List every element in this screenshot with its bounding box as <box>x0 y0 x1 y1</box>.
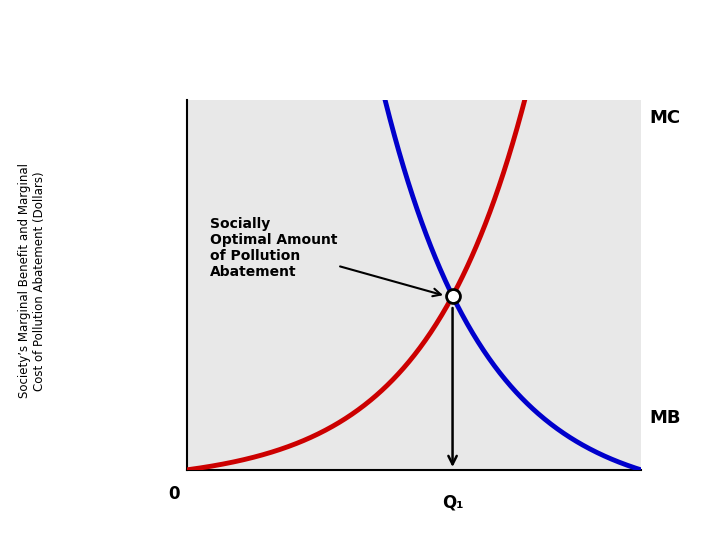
Text: Q₁: Q₁ <box>442 494 463 512</box>
Text: Society’s Optimal Amounts: Society’s Optimal Amounts <box>127 26 593 55</box>
Text: MC: MC <box>650 110 681 127</box>
Text: MB: MB <box>650 409 681 427</box>
Text: Society’s Marginal Benefit and Marginal
Cost of Pollution Abatement (Dollars): Society’s Marginal Benefit and Marginal … <box>19 163 46 399</box>
Text: Socially
Optimal Amount
of Pollution
Abatement: Socially Optimal Amount of Pollution Aba… <box>210 217 441 296</box>
Text: LO5: LO5 <box>14 516 50 534</box>
Text: 4-26: 4-26 <box>664 516 706 534</box>
Text: 0: 0 <box>168 484 179 503</box>
